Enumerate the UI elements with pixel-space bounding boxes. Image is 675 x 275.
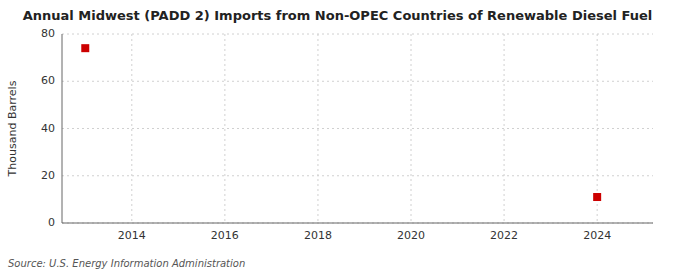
grid-line-y: [62, 128, 653, 129]
grid-line-y: [62, 223, 653, 224]
grid-line-x: [131, 34, 132, 223]
x-tick-label: 2014: [118, 229, 146, 242]
point: [593, 193, 601, 201]
grid-line-y: [62, 34, 653, 35]
y-tick-label: 40: [41, 122, 55, 135]
x-tick-label: 2024: [583, 229, 611, 242]
x-tick-label: 2018: [304, 229, 332, 242]
grid-line-y: [62, 81, 653, 82]
data-points: [81, 44, 601, 201]
x-tick-label: 2022: [490, 229, 518, 242]
y-axis-label: Thousand Barrels: [6, 80, 19, 177]
grid-line-x: [411, 34, 412, 223]
y-axis-line: [62, 34, 63, 223]
grid: [62, 34, 653, 223]
y-tick-label: 20: [41, 169, 55, 182]
title: Annual Midwest (PADD 2) Imports from Non…: [23, 8, 653, 23]
y-tick-label: 80: [41, 27, 55, 40]
grid-line-y: [62, 175, 653, 176]
grid-line-x: [317, 34, 318, 223]
x-axis-line: [62, 223, 653, 224]
x-tick-label: 2016: [211, 229, 239, 242]
point: [81, 44, 89, 52]
x-tick-label: 2020: [397, 229, 425, 242]
y-tick-label: 60: [41, 74, 55, 87]
source: Source: U.S. Energy Information Administ…: [8, 258, 245, 269]
grid-line-x: [504, 34, 505, 223]
grid-line-x: [224, 34, 225, 223]
chart: 0 20 40 60 80 2014 2016 2018 2020 2022 2024 Thousan…: [0, 0, 675, 275]
y-tick-label: 0: [48, 216, 55, 229]
